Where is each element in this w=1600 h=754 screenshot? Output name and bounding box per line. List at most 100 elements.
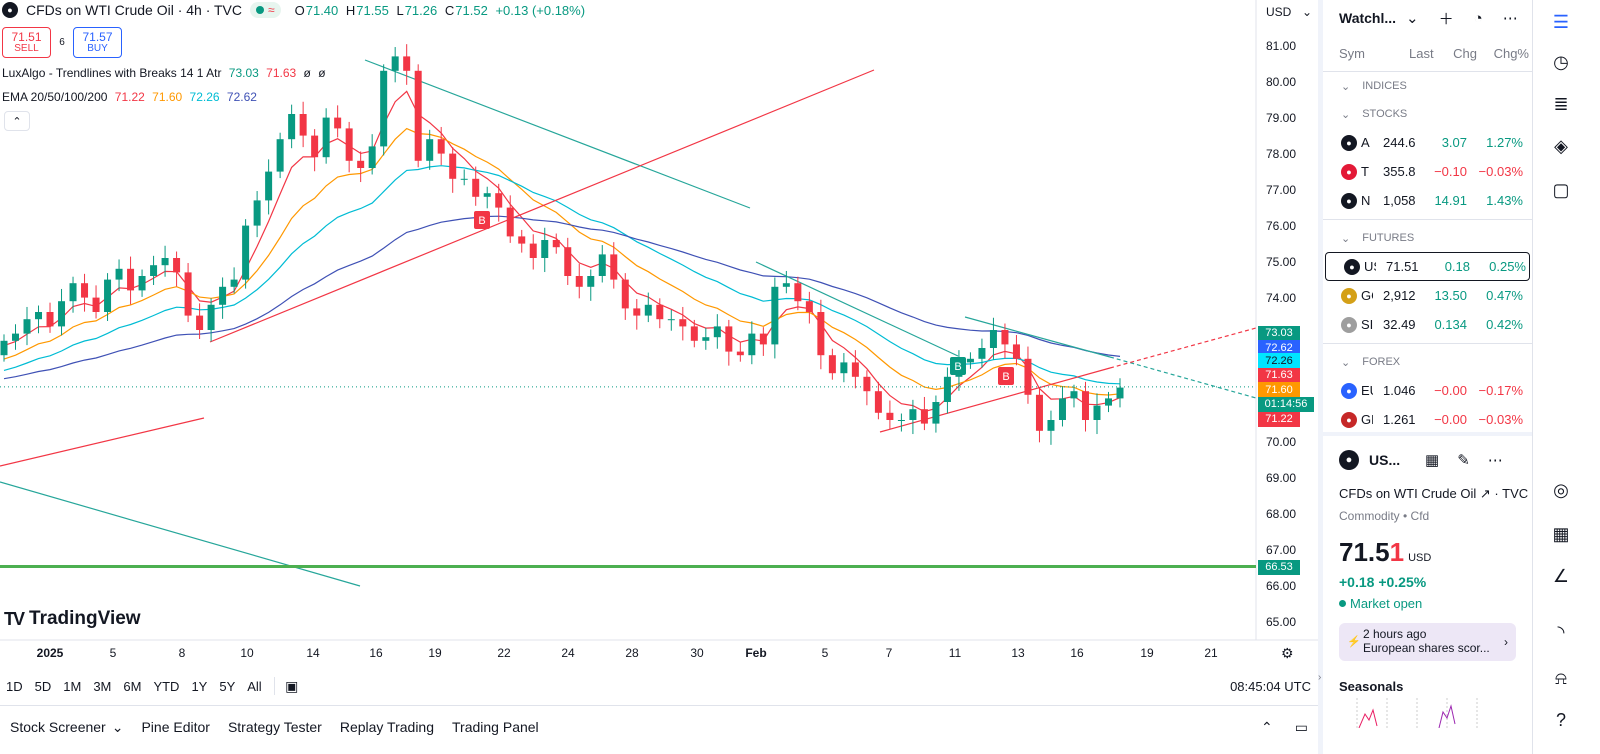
chart-line-icon[interactable]: ∠: [1552, 565, 1570, 586]
range-ytd[interactable]: YTD: [153, 678, 180, 694]
close-value: 71.52: [455, 2, 488, 18]
layers-icon[interactable]: ◈: [1554, 135, 1568, 156]
broadcast-icon[interactable]: ◝: [1557, 621, 1565, 642]
section-forex[interactable]: ⌄ FOREX: [1323, 348, 1532, 376]
range-6m[interactable]: 6M: [123, 678, 142, 694]
watchlist-row[interactable]: ● EU 1.046 −0.00 −0.17%: [1323, 376, 1532, 405]
section-futures[interactable]: ⌄ FUTURES: [1323, 224, 1532, 252]
droplet-icon: ●: [1339, 450, 1359, 470]
grid-icon[interactable]: ▦: [1425, 452, 1440, 469]
range-3m[interactable]: 3M: [93, 678, 112, 694]
external-link-icon[interactable]: ↗: [1479, 486, 1491, 501]
row-change: 0.18: [1444, 259, 1470, 274]
pie-chart-icon[interactable]: ◔: [1473, 9, 1483, 27]
help-icon[interactable]: ?: [1555, 709, 1566, 730]
market-status-pill[interactable]: ≈: [250, 2, 281, 18]
price-tag-lux_lower: 71.63: [1258, 367, 1300, 383]
indicator-luxalgo[interactable]: LuxAlgo - Trendlines with Breaks 14 1 At…: [2, 66, 326, 80]
indicator-ema[interactable]: EMA 20/50/100/200 71.22 71.60 72.26 72.6…: [2, 90, 257, 104]
alarm-clock-icon[interactable]: ◷: [1553, 51, 1569, 72]
bell-icon[interactable]: ⍾: [1555, 667, 1567, 688]
range-1d[interactable]: 1D: [6, 678, 23, 694]
plus-icon[interactable]: ＋: [1438, 10, 1454, 28]
chart-title[interactable]: CFDs on WTI Crude Oil · 4h · TVC: [26, 2, 243, 18]
candle-body: [449, 153, 457, 179]
panel-divider[interactable]: ›: [1318, 0, 1323, 754]
chevron-right-icon[interactable]: ›: [1318, 672, 1322, 683]
price-tag-ema200: 72.62: [1258, 340, 1300, 356]
watchlist-row[interactable]: ● A 244.6 3.07 1.27%: [1323, 128, 1532, 157]
watchlist-title[interactable]: Watchl...: [1339, 10, 1397, 26]
tab-replay-trading[interactable]: Replay Trading: [339, 719, 435, 735]
target-icon[interactable]: ◎: [1553, 479, 1569, 500]
time-axis-label: 11: [948, 646, 962, 660]
collapse-legend-button[interactable]: ⌃: [4, 111, 30, 131]
details-symbol[interactable]: US...: [1369, 452, 1401, 468]
price-chart[interactable]: B B B: [0, 0, 1318, 668]
chevron-down-icon[interactable]: ⌄: [1406, 10, 1419, 27]
range-all[interactable]: All: [247, 678, 262, 694]
more-icon[interactable]: ⋯: [1487, 452, 1503, 469]
edit-icon[interactable]: ✎: [1457, 452, 1470, 469]
calendar-icon[interactable]: ▦: [1552, 523, 1570, 544]
watchlist-row[interactable]: ● GE 1.261 −0.00 −0.03%: [1323, 405, 1532, 434]
candle-body: [253, 200, 261, 226]
candle-body: [288, 114, 296, 140]
tab-trading-panel[interactable]: Trading Panel: [452, 719, 539, 735]
watchlist-row[interactable]: ● SIL 32.49 0.134 0.42%: [1323, 310, 1532, 339]
column-sym[interactable]: Sym: [1339, 46, 1365, 61]
signal-label: B: [954, 361, 961, 373]
sell-button[interactable]: 71.51 SELL: [2, 27, 51, 58]
section-stocks[interactable]: ⌄ STOCKS: [1323, 100, 1532, 128]
chat-icon[interactable]: ▢: [1552, 179, 1570, 200]
candle-body: [575, 276, 583, 287]
seasonals-title[interactable]: Seasonals: [1339, 679, 1404, 694]
range-1y[interactable]: 1Y: [191, 678, 208, 694]
more-icon[interactable]: ⋯: [1502, 10, 1518, 27]
column-chg[interactable]: Chg: [1453, 46, 1477, 61]
candle-body: [299, 114, 307, 136]
watchlist-row[interactable]: ● T 355.8 −0.10 −0.03%: [1323, 157, 1532, 186]
maximize-icon[interactable]: ▭: [1294, 718, 1308, 735]
candle-body: [886, 412, 894, 420]
details-meta: Commodity • Cfd: [1339, 509, 1430, 523]
list-plus-icon[interactable]: ≣: [1553, 93, 1569, 114]
watchlist-icon[interactable]: ☰: [1552, 11, 1570, 32]
range-5d[interactable]: 5D: [34, 678, 52, 694]
price-tag-countdown: 01:14:56: [1258, 396, 1314, 412]
trendline-extension: [1109, 356, 1257, 399]
tradingview-logo[interactable]: TV TradingView: [4, 608, 141, 630]
indicator-name: EMA 20/50/100/200: [2, 90, 108, 104]
news-card[interactable]: ⚡ 2 hours ago European shares scor... ›: [1339, 623, 1516, 661]
tab-stock-screener[interactable]: Stock Screener ⌄: [2, 719, 131, 736]
buy-button[interactable]: 71.57 BUY: [73, 27, 122, 58]
candle-body: [322, 117, 330, 158]
range-1m[interactable]: 1M: [63, 678, 82, 694]
candle-body: [437, 139, 445, 154]
details-source[interactable]: TVC: [1502, 486, 1529, 501]
watchlist-row[interactable]: ● N 1,058 14.91 1.43%: [1323, 186, 1532, 215]
currency-select[interactable]: USD ⌄: [1262, 1, 1316, 23]
candle-body: [989, 330, 997, 348]
chevron-up-icon[interactable]: ⌃: [1261, 718, 1273, 735]
section-indices[interactable]: ⌄ INDICES: [1323, 72, 1532, 100]
row-change: −0.10: [1434, 164, 1467, 179]
watchlist-row[interactable]: ● GC 2,912 13.50 0.47%: [1323, 281, 1532, 310]
tab-pine-editor[interactable]: Pine Editor: [141, 719, 210, 735]
watchlist-row[interactable]: ● US 71.51 0.18 0.25%: [1325, 252, 1530, 281]
price-axis-label: 66.00: [1266, 578, 1297, 593]
candle-body: [518, 236, 526, 244]
candle-body: [978, 348, 986, 359]
range-5y[interactable]: 5Y: [219, 678, 236, 694]
column-chg-pct[interactable]: Chg%: [1493, 46, 1529, 61]
tab-strategy-tester[interactable]: Strategy Tester: [227, 719, 322, 735]
price-tag-ema20: 71.22: [1258, 411, 1300, 427]
apple-icon: ●: [1341, 134, 1357, 151]
details-name[interactable]: CFDs on WTI Crude Oil: [1339, 486, 1477, 501]
utc-clock[interactable]: 08:45:04 UTC: [1230, 678, 1311, 694]
candle-body: [426, 139, 434, 161]
chart-area[interactable]: B B B ● CFDs on WTI Crude Oil · 4h · TVC ≈…: [0, 0, 1318, 668]
gear-icon[interactable]: ⚙: [1281, 645, 1294, 661]
calendar-icon[interactable]: ▣: [285, 677, 299, 694]
column-last[interactable]: Last: [1409, 46, 1434, 61]
